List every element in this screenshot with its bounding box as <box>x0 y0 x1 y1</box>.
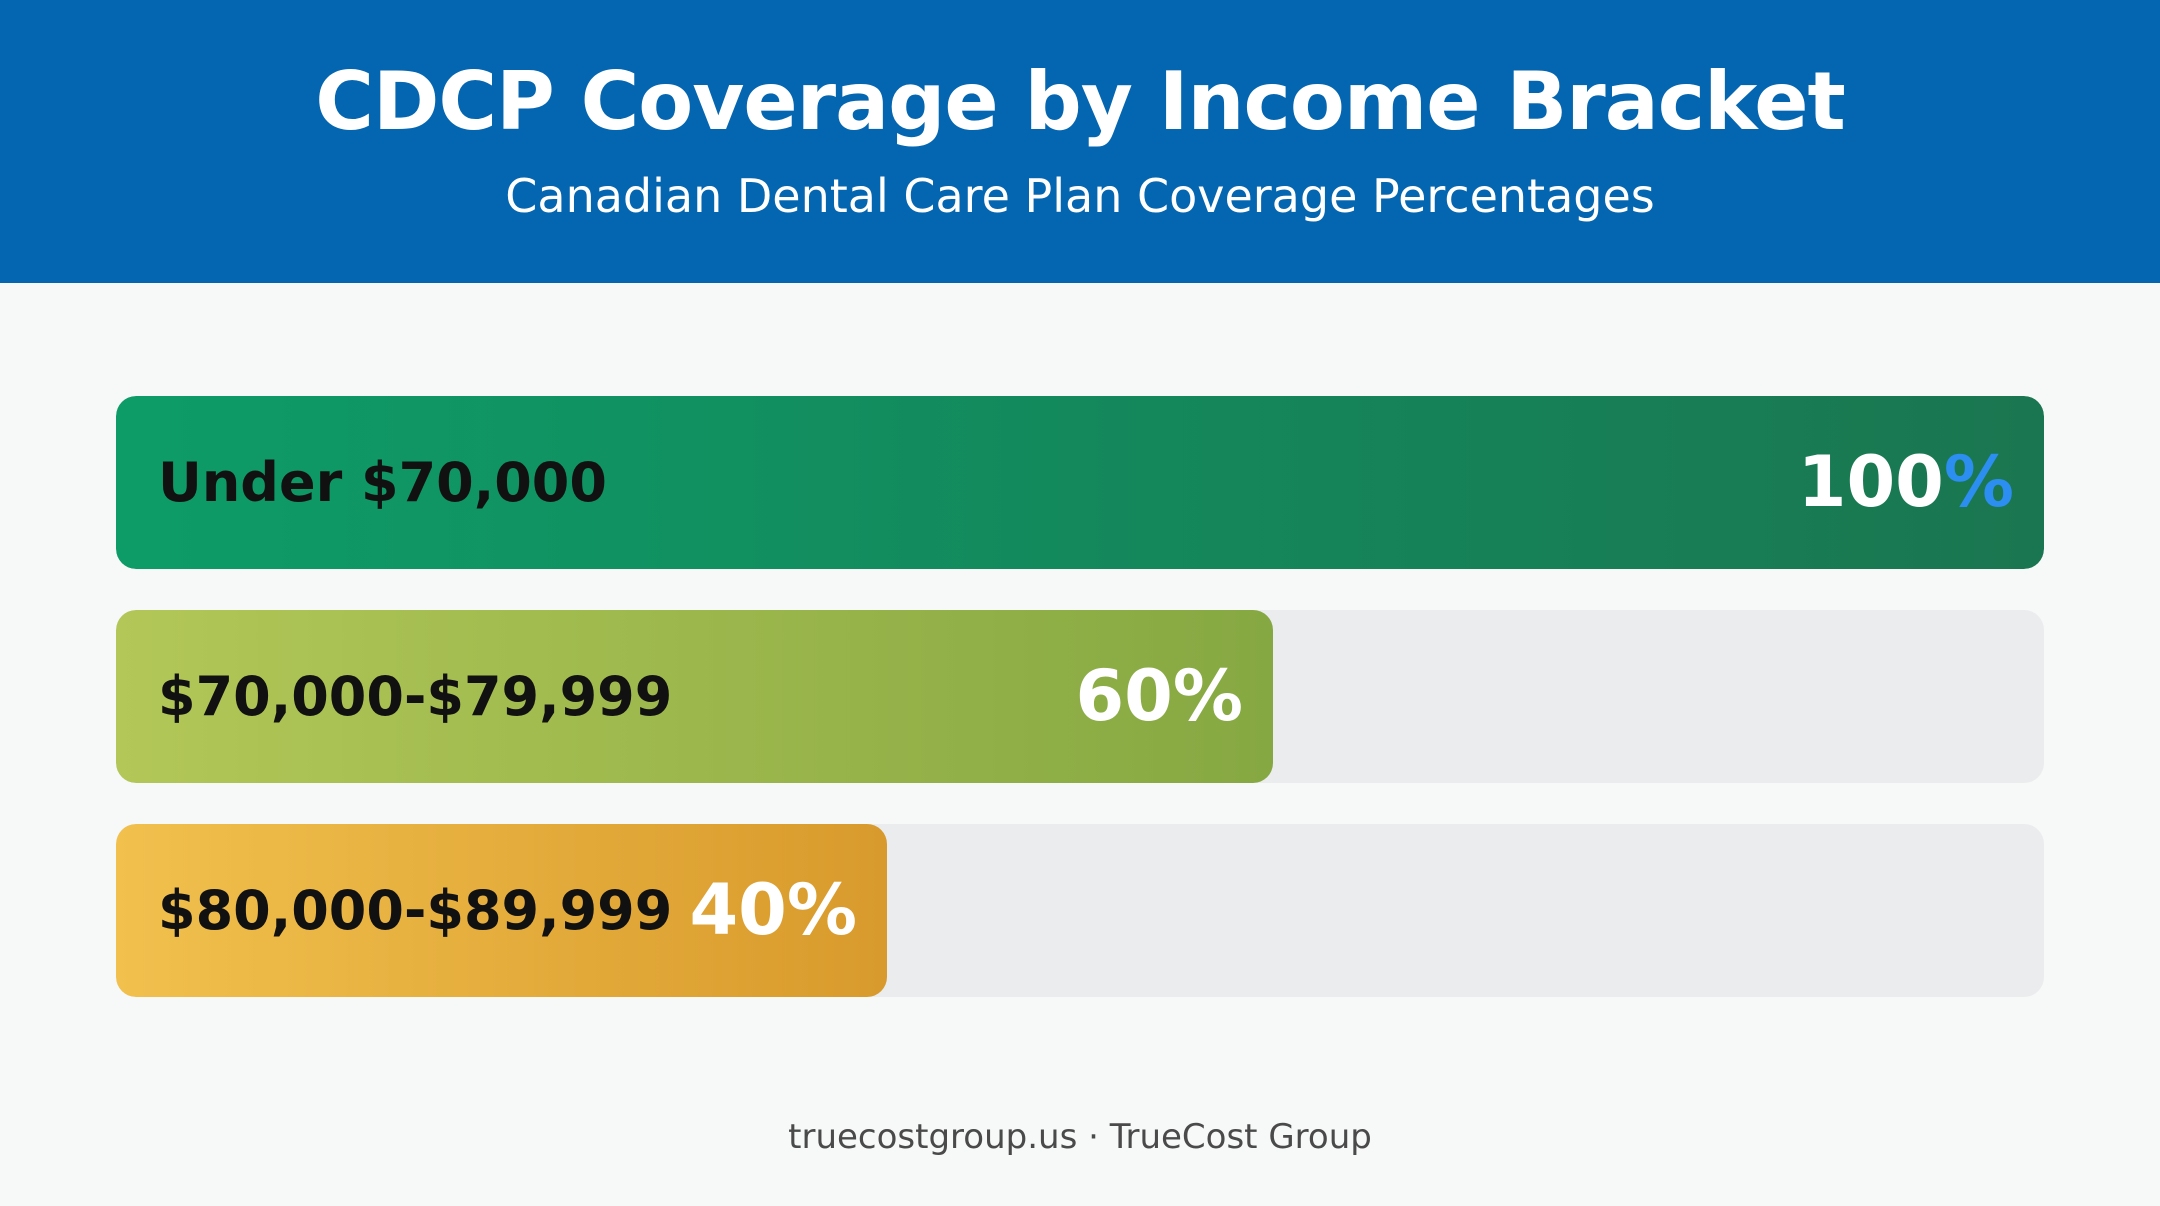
footer-credit: truecostgroup.us · TrueCost Group <box>788 1117 1372 1157</box>
bar-value-number: 100 <box>1797 441 1944 523</box>
bar-value-unit: % <box>786 869 857 951</box>
bar <box>116 824 887 997</box>
bar-track: $80,000-$89,999 40% <box>116 824 2044 997</box>
bar-track: $70,000-$79,999 60% <box>116 610 2044 783</box>
bar-track: Under $70,000 100% <box>116 396 2044 569</box>
bar-value-label: 60% <box>1075 610 1243 783</box>
bar <box>116 396 2044 569</box>
bar-category-label: $80,000-$89,999 <box>158 879 673 942</box>
bar-category-label: $70,000-$79,999 <box>158 665 673 728</box>
bar-value-number: 40 <box>689 869 787 951</box>
chart-title: CDCP Coverage by Income Bracket <box>315 55 1845 148</box>
bar-value-unit: % <box>1172 655 1243 737</box>
bar-value-label: 40% <box>689 824 857 997</box>
bar-value-unit: % <box>1943 441 2014 523</box>
bar <box>116 610 1273 783</box>
bar-value-number: 60 <box>1075 655 1173 737</box>
header-banner: CDCP Coverage by Income Bracket Canadian… <box>0 0 2160 283</box>
chart-subtitle: Canadian Dental Care Plan Coverage Perce… <box>505 169 1655 223</box>
bar-category-label: Under $70,000 <box>158 451 607 514</box>
bar-value-label: 100% <box>1798 396 2014 569</box>
